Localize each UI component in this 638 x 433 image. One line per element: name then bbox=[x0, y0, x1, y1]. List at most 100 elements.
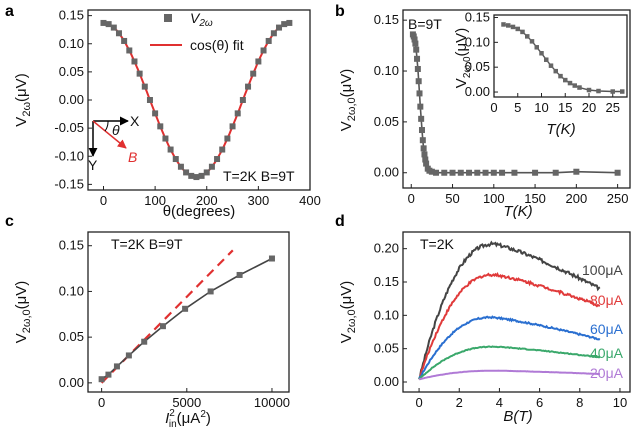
legend-label-v2w: V2ω bbox=[190, 10, 213, 29]
panel-a-xlabel: θ(degrees) bbox=[163, 203, 236, 220]
x-tick-label: 20 bbox=[582, 100, 596, 115]
inset-point bbox=[577, 85, 582, 90]
data-point bbox=[413, 46, 420, 53]
inset-point bbox=[567, 80, 573, 86]
data-point bbox=[614, 169, 621, 176]
data-point bbox=[172, 156, 179, 163]
data-point bbox=[224, 135, 231, 142]
data-point bbox=[131, 58, 138, 65]
data-point bbox=[105, 21, 112, 28]
y-tick-label: 0.00 bbox=[374, 374, 399, 389]
series-curve bbox=[418, 369, 600, 381]
data-point bbox=[236, 271, 243, 278]
axes-sketch: X Y θ B bbox=[88, 113, 140, 173]
data-point bbox=[466, 169, 473, 176]
data-point bbox=[268, 255, 275, 262]
series-curve bbox=[418, 271, 601, 380]
data-point bbox=[183, 169, 190, 176]
data-point bbox=[422, 156, 429, 163]
panel-b-xlabel: T(K) bbox=[503, 203, 532, 220]
x-tick-label: 200 bbox=[565, 191, 587, 206]
x-tick-label: 250 bbox=[607, 191, 629, 206]
panel-d: 0 2 4 6 8 10 0.00 0.05 0.10 0.15 0.20 V2ω,0(μV) B(… bbox=[338, 231, 631, 425]
data-point bbox=[417, 103, 424, 110]
inset-point bbox=[529, 39, 535, 44]
data-point bbox=[428, 168, 435, 175]
panel-a-ylabel: V2ω(μV) bbox=[13, 73, 33, 126]
data-point bbox=[203, 169, 210, 176]
data-point bbox=[229, 123, 236, 130]
y-tick-label: 0.15 bbox=[465, 9, 490, 24]
x-tick-label: 0 bbox=[100, 193, 107, 208]
data-point bbox=[188, 172, 195, 179]
panel-d-frame bbox=[402, 231, 631, 393]
y-tick-label: 0.05 bbox=[465, 59, 490, 74]
data-point bbox=[265, 37, 272, 44]
y-tick-label: 0.05 bbox=[59, 64, 84, 79]
data-point bbox=[260, 47, 267, 54]
inset-point bbox=[501, 22, 506, 27]
series-curve bbox=[418, 315, 601, 380]
panel-letter-d: d bbox=[335, 213, 345, 230]
x-tick-label: 150 bbox=[524, 191, 546, 206]
y-tick-label: 0.05 bbox=[374, 341, 399, 356]
data-point bbox=[552, 169, 559, 176]
series-curve bbox=[418, 345, 601, 380]
sketch-theta-label: θ bbox=[112, 122, 120, 138]
y-tick-label: 0.05 bbox=[374, 114, 399, 129]
data-point bbox=[411, 36, 418, 43]
panel-letter-c: c bbox=[5, 213, 14, 230]
x-tick-label: 5 bbox=[514, 100, 521, 115]
panel-c-condition: T=2K B=9T bbox=[111, 236, 183, 252]
x-tick-label: 8 bbox=[576, 395, 583, 410]
y-tick-label: 0.00 bbox=[374, 165, 399, 180]
data-point bbox=[457, 169, 464, 176]
x-tick-label: 300 bbox=[248, 193, 270, 208]
data-point bbox=[136, 70, 143, 77]
data-point bbox=[146, 97, 153, 103]
inset-point bbox=[539, 51, 544, 56]
series-label-100ua: 100μA bbox=[582, 262, 623, 278]
y-tick-label: 0.20 bbox=[374, 241, 399, 256]
panel-letter-b: b bbox=[335, 3, 345, 20]
sketch-x-label: X bbox=[130, 113, 140, 129]
panel-d-condition: T=2K bbox=[420, 236, 455, 252]
y-tick-label: 0.10 bbox=[59, 283, 84, 298]
x-tick-label: 10000 bbox=[254, 395, 290, 410]
sketch-b-label: B bbox=[128, 149, 137, 165]
sketch-y-label: Y bbox=[88, 157, 98, 173]
data-point bbox=[113, 363, 120, 370]
data-point bbox=[250, 70, 257, 77]
legend-marker-v2w bbox=[164, 14, 172, 22]
data-point bbox=[115, 30, 122, 37]
data-point bbox=[421, 151, 428, 158]
legend-label-fit: cos(θ) fit bbox=[190, 37, 244, 53]
data-point bbox=[281, 21, 288, 28]
inset-point bbox=[586, 87, 592, 93]
y-tick-label: 0.10 bbox=[374, 63, 399, 78]
data-point bbox=[532, 169, 539, 176]
data-point bbox=[152, 110, 159, 117]
data-point bbox=[167, 146, 174, 153]
data-point bbox=[270, 30, 277, 37]
x-tick-label: 400 bbox=[299, 193, 321, 208]
data-point bbox=[141, 83, 148, 90]
panel-d-xlabel: B(T) bbox=[503, 408, 532, 425]
panel-c-frame bbox=[87, 231, 290, 393]
data-point bbox=[208, 163, 215, 170]
data-point bbox=[234, 110, 241, 117]
data-point bbox=[193, 174, 200, 181]
inset-point bbox=[610, 89, 615, 94]
x-tick-label: 25 bbox=[606, 100, 620, 115]
panel-c-ylabel: V2ω,0(μV) bbox=[13, 281, 33, 344]
x-tick-label: 200 bbox=[196, 193, 218, 208]
y-tick-label: 0.15 bbox=[59, 238, 84, 253]
x-tick-label: 50 bbox=[445, 191, 459, 206]
y-tick-label: 0.00 bbox=[465, 84, 490, 99]
inset-point bbox=[553, 68, 558, 74]
data-point bbox=[420, 145, 427, 152]
series-label-60ua: 60μA bbox=[590, 321, 624, 337]
panel-b-inset: 0 5 10 15 20 250.000.050.100.15 V2ω,0(μV) T(K… bbox=[453, 9, 628, 138]
